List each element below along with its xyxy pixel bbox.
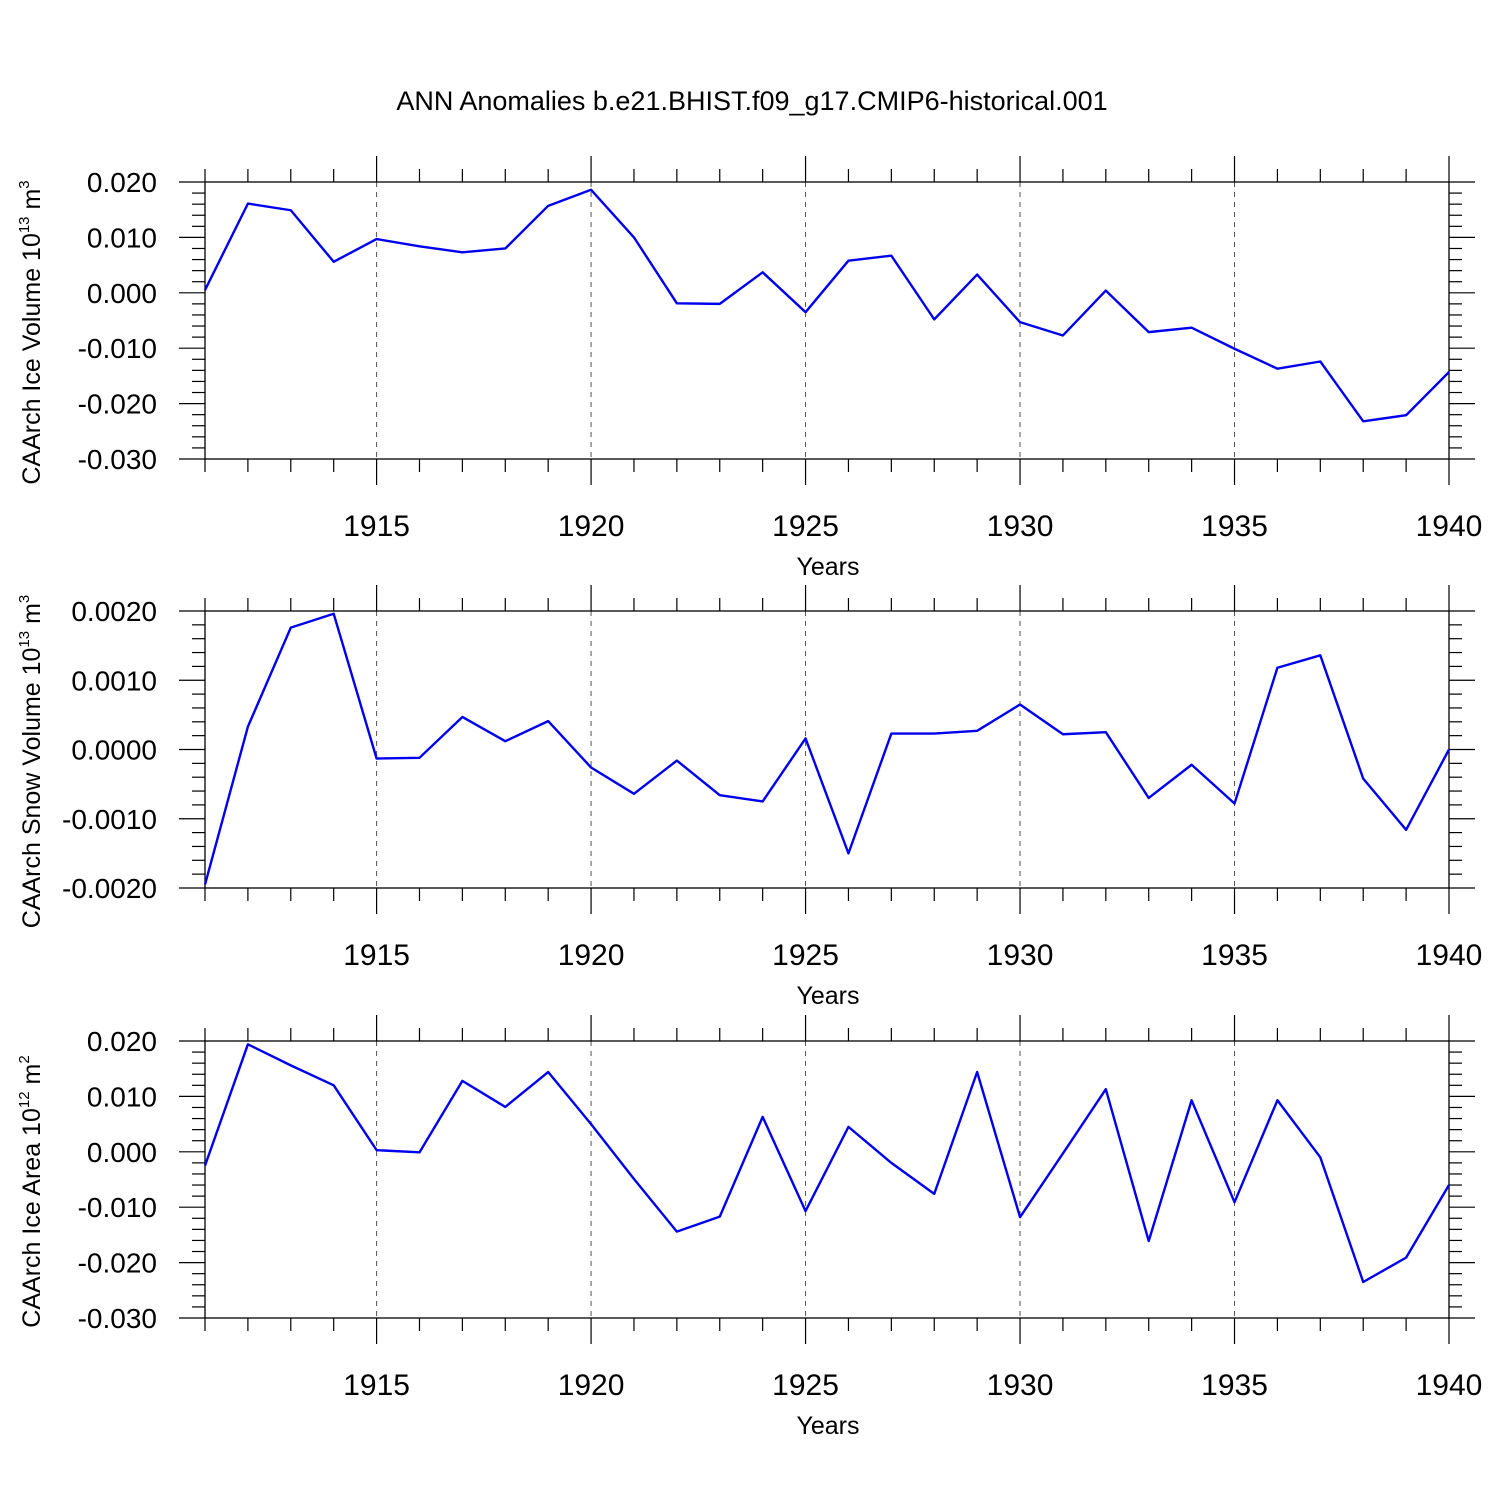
panels: 1915 1920 1925 1930 1935 1940 -0.030 -0.020 -0.0… — [16, 156, 1482, 1440]
x-tick-label: 1935 — [1201, 510, 1268, 543]
x-tick-label: 1935 — [1201, 939, 1268, 972]
series-line — [203, 1043, 1451, 1284]
plot-frame — [204, 1040, 1450, 1319]
x-tick-label: 1925 — [772, 510, 839, 543]
y-tick-label: -0.020 — [78, 389, 157, 420]
y-tick-label: 0.010 — [87, 222, 157, 253]
x-axis-label: Years — [796, 1412, 859, 1440]
panel-1: 1915 1920 1925 1930 1935 1940 -0.030 -0.020 -0.0… — [16, 156, 1482, 581]
x-tick-label: 1915 — [343, 1369, 410, 1402]
x-tick-label: 1920 — [558, 510, 625, 543]
y-tick-label: 0.0010 — [71, 665, 157, 696]
series-line — [203, 188, 1450, 423]
y-tick-label: -0.0020 — [62, 873, 157, 904]
y-tick-label: 0.020 — [87, 167, 157, 198]
x-tick-label: 1920 — [558, 1369, 625, 1402]
y-tick-label: -0.010 — [78, 333, 157, 364]
x-tick-label: 1930 — [987, 939, 1054, 972]
plot-frame — [204, 181, 1450, 460]
figure-title: ANN Anomalies b.e21.BHIST.f09_g17.CMIP6-… — [396, 86, 1107, 116]
x-axis-label: Years — [796, 982, 859, 1010]
x-tick-label: 1915 — [343, 510, 410, 543]
series-line — [203, 612, 1451, 885]
y-tick-label: 0.000 — [87, 1137, 157, 1168]
y-tick-label: -0.030 — [78, 1303, 157, 1334]
y-tick-label: -0.030 — [78, 444, 157, 475]
x-tick-label: 1940 — [1416, 939, 1483, 972]
y-tick-label: -0.010 — [78, 1192, 157, 1223]
y-tick-label: -0.020 — [78, 1248, 157, 1279]
y-tick-label: 0.000 — [87, 278, 157, 309]
plot-frame — [204, 610, 1450, 889]
x-tick-label: 1930 — [987, 1369, 1054, 1402]
y-axis-label: CAArch Ice Area 1012 m2 — [16, 1055, 46, 1327]
x-tick-label: 1925 — [772, 1369, 839, 1402]
x-tick-label: 1940 — [1416, 1369, 1483, 1402]
y-axis-label: CAArch Snow Volume 1013 m3 — [16, 595, 46, 929]
x-tick-label: 1930 — [987, 510, 1054, 543]
x-tick-label: 1920 — [558, 939, 625, 972]
y-axis-label: CAArch Ice Volume 1013 m3 — [16, 180, 46, 484]
x-tick-label: 1915 — [343, 939, 410, 972]
y-tick-label: 0.0020 — [71, 596, 157, 627]
y-tick-label: 0.010 — [87, 1081, 157, 1112]
panel-3: 1915 1920 1925 1930 1935 1940 -0.030 -0.020 -0.0… — [16, 1015, 1482, 1440]
y-tick-label: 0.0000 — [71, 735, 157, 766]
y-tick-label: -0.0010 — [62, 804, 157, 835]
y-tick-label: 0.020 — [87, 1026, 157, 1057]
x-tick-label: 1935 — [1201, 1369, 1268, 1402]
x-tick-label: 1925 — [772, 939, 839, 972]
panel-2: 1915 1920 1925 1930 1935 1940 -0.0020 -0.0010 0.… — [16, 585, 1482, 1010]
x-axis-label: Years — [796, 553, 859, 581]
x-tick-label: 1940 — [1416, 510, 1483, 543]
